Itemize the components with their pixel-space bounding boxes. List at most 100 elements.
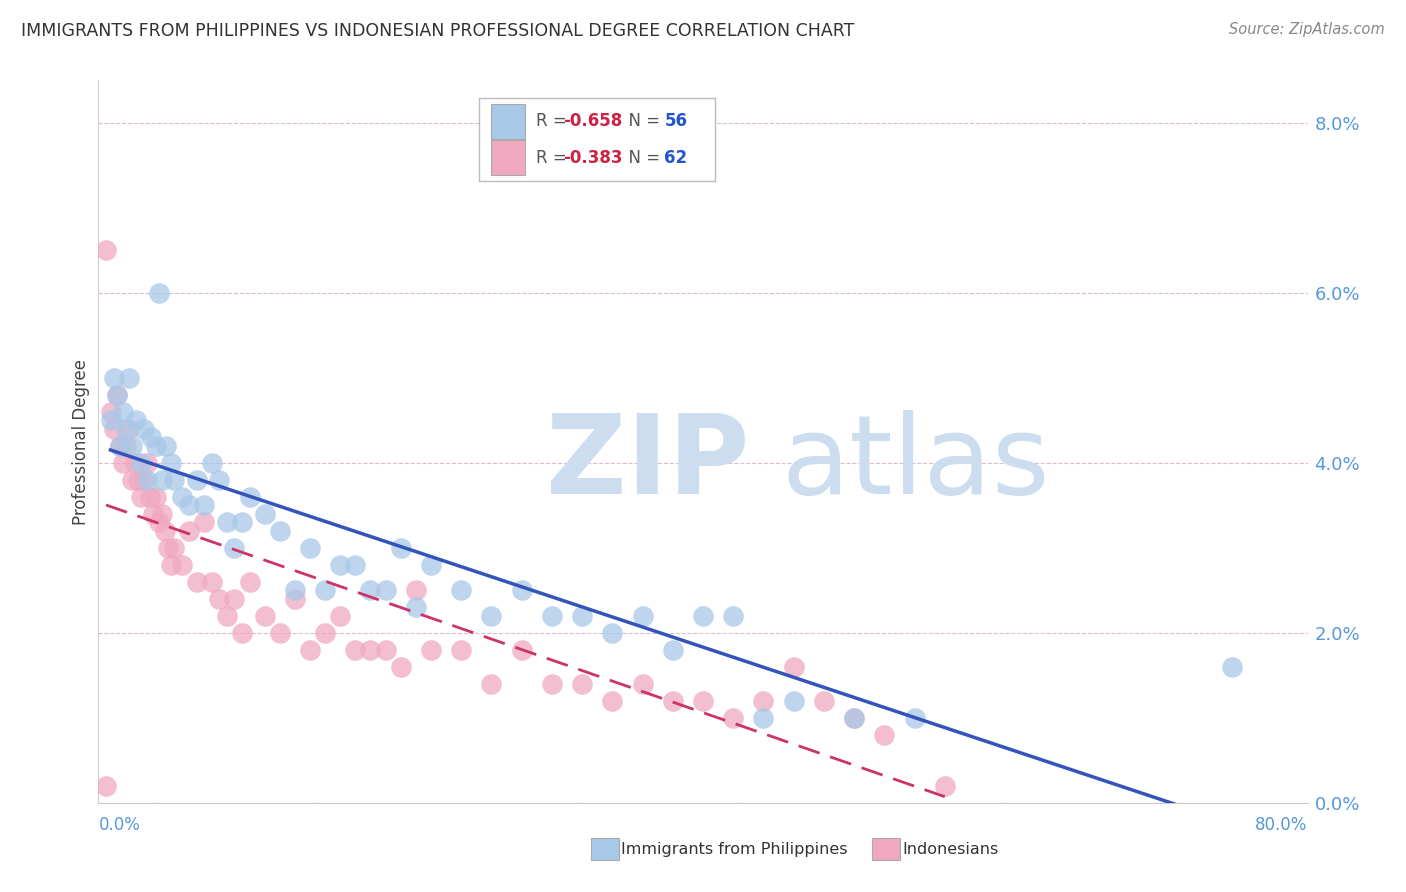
Point bbox=[934, 779, 956, 793]
Point bbox=[153, 524, 176, 538]
Point bbox=[121, 439, 143, 453]
Point bbox=[142, 507, 165, 521]
Point bbox=[170, 558, 193, 572]
Point bbox=[389, 660, 412, 674]
Point bbox=[783, 660, 806, 674]
Point bbox=[783, 694, 806, 708]
Point bbox=[723, 711, 745, 725]
Point bbox=[208, 473, 231, 487]
Point bbox=[813, 694, 835, 708]
Point bbox=[135, 456, 157, 470]
Text: -0.658: -0.658 bbox=[562, 112, 621, 130]
Text: N =: N = bbox=[619, 112, 665, 130]
Point bbox=[631, 608, 654, 623]
Point bbox=[450, 583, 472, 598]
Point bbox=[481, 608, 503, 623]
FancyBboxPatch shape bbox=[479, 98, 716, 181]
Point bbox=[118, 422, 141, 436]
Point bbox=[94, 244, 117, 258]
Point bbox=[844, 711, 866, 725]
Point bbox=[299, 642, 322, 657]
Point bbox=[389, 541, 412, 555]
Point bbox=[873, 728, 896, 742]
Point bbox=[141, 430, 163, 444]
Point bbox=[329, 558, 352, 572]
Point bbox=[344, 558, 367, 572]
Point bbox=[329, 608, 352, 623]
Text: 80.0%: 80.0% bbox=[1256, 816, 1308, 834]
Point bbox=[108, 439, 131, 453]
Point bbox=[201, 574, 224, 589]
Point bbox=[253, 608, 276, 623]
Point bbox=[374, 642, 396, 657]
Point bbox=[314, 625, 336, 640]
Point bbox=[299, 541, 322, 555]
Point bbox=[121, 473, 143, 487]
Point bbox=[224, 541, 246, 555]
Point bbox=[150, 473, 173, 487]
Point bbox=[193, 498, 215, 512]
Point bbox=[314, 583, 336, 598]
Text: atlas: atlas bbox=[782, 409, 1050, 516]
Point bbox=[231, 625, 253, 640]
Point bbox=[145, 490, 167, 504]
Point bbox=[105, 388, 128, 402]
Point bbox=[661, 694, 683, 708]
Point bbox=[215, 516, 238, 530]
Point bbox=[253, 507, 276, 521]
Point bbox=[114, 439, 136, 453]
Point bbox=[108, 439, 131, 453]
Point bbox=[540, 608, 562, 623]
Text: Source: ZipAtlas.com: Source: ZipAtlas.com bbox=[1229, 22, 1385, 37]
Point bbox=[114, 422, 136, 436]
Point bbox=[125, 413, 148, 427]
Point bbox=[602, 694, 624, 708]
Text: N =: N = bbox=[619, 149, 665, 167]
Point bbox=[100, 413, 122, 427]
Point bbox=[156, 541, 179, 555]
Point bbox=[186, 574, 208, 589]
Point bbox=[450, 642, 472, 657]
Point bbox=[904, 711, 927, 725]
Point bbox=[127, 473, 149, 487]
Point bbox=[148, 285, 170, 300]
Point bbox=[269, 524, 291, 538]
Text: -0.383: -0.383 bbox=[562, 149, 623, 167]
Point bbox=[692, 694, 714, 708]
Point bbox=[103, 422, 125, 436]
Point bbox=[139, 490, 162, 504]
Point bbox=[510, 642, 533, 657]
Point bbox=[132, 473, 155, 487]
Point bbox=[269, 625, 291, 640]
Point bbox=[405, 583, 427, 598]
Point bbox=[420, 558, 443, 572]
Point bbox=[510, 583, 533, 598]
Text: 0.0%: 0.0% bbox=[98, 816, 141, 834]
Point bbox=[231, 516, 253, 530]
Point bbox=[723, 608, 745, 623]
Point bbox=[105, 388, 128, 402]
Point bbox=[100, 405, 122, 419]
Point bbox=[224, 591, 246, 606]
Point bbox=[239, 490, 262, 504]
Point bbox=[132, 422, 155, 436]
Point bbox=[170, 490, 193, 504]
Point bbox=[631, 677, 654, 691]
Point bbox=[135, 473, 157, 487]
Point bbox=[129, 490, 152, 504]
Point bbox=[163, 473, 186, 487]
Point bbox=[103, 371, 125, 385]
Point bbox=[344, 642, 367, 657]
Point bbox=[155, 439, 177, 453]
Point bbox=[1220, 660, 1243, 674]
Point bbox=[284, 583, 307, 598]
Point bbox=[692, 608, 714, 623]
Point bbox=[201, 456, 224, 470]
Point bbox=[360, 583, 382, 598]
Text: IMMIGRANTS FROM PHILIPPINES VS INDONESIAN PROFESSIONAL DEGREE CORRELATION CHART: IMMIGRANTS FROM PHILIPPINES VS INDONESIA… bbox=[21, 22, 855, 40]
Text: ZIP: ZIP bbox=[546, 409, 749, 516]
Point bbox=[124, 456, 146, 470]
Point bbox=[571, 677, 593, 691]
Point bbox=[118, 371, 141, 385]
Point bbox=[752, 711, 775, 725]
